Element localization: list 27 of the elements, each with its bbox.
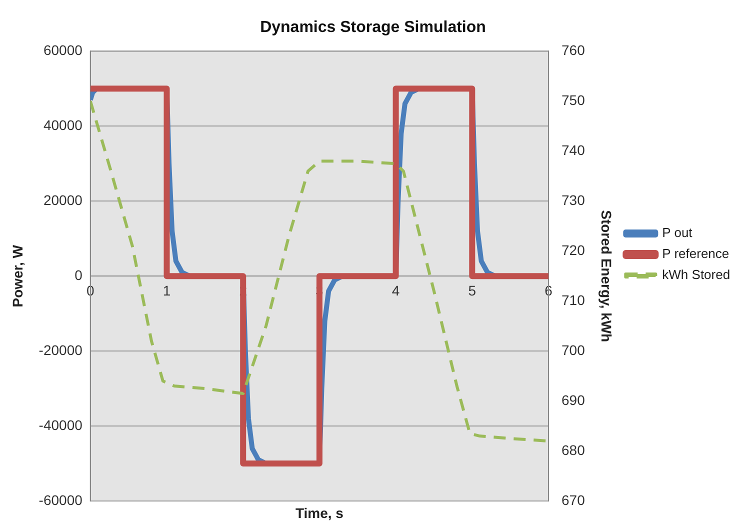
y2-tick-label: 680 [562, 442, 586, 458]
x-axis-title: Time, s [295, 504, 344, 521]
x-tick-label: 4 [392, 282, 400, 298]
legend-label: P reference [662, 246, 730, 262]
y-tick-label: -60000 [38, 492, 83, 508]
y-tick-label: 20000 [43, 192, 83, 208]
x-tick-label: 1 [162, 282, 171, 298]
x-tick-label: 5 [468, 282, 476, 298]
y-tick-label: -20000 [38, 342, 83, 358]
y-tick-label: 60000 [43, 42, 83, 58]
y2-tick-label: 730 [562, 192, 586, 208]
legend-label: kWh Stored [662, 267, 730, 282]
y2-tick-label: 700 [562, 342, 586, 358]
y2-tick-label: 740 [562, 142, 586, 158]
y2-tick-label: 690 [562, 392, 586, 408]
y2-tick-label: 710 [562, 292, 586, 308]
y-tick-label: -40000 [38, 416, 83, 433]
y2-tick-label: 750 [562, 92, 586, 108]
legend-label: P out [662, 225, 693, 240]
chart-title: Dynamics Storage Simulation [260, 19, 486, 36]
y2-tick-label: 760 [562, 42, 586, 58]
y-tick-label: 0 [74, 266, 83, 283]
y2-tick-label: 670 [562, 492, 586, 508]
y-axis-title: Power, W [9, 244, 26, 308]
y2-axis-title: Stored Energy, kWh [598, 210, 614, 342]
y-tick-label: 40000 [43, 117, 83, 134]
y2-tick-label: 720 [562, 242, 586, 258]
